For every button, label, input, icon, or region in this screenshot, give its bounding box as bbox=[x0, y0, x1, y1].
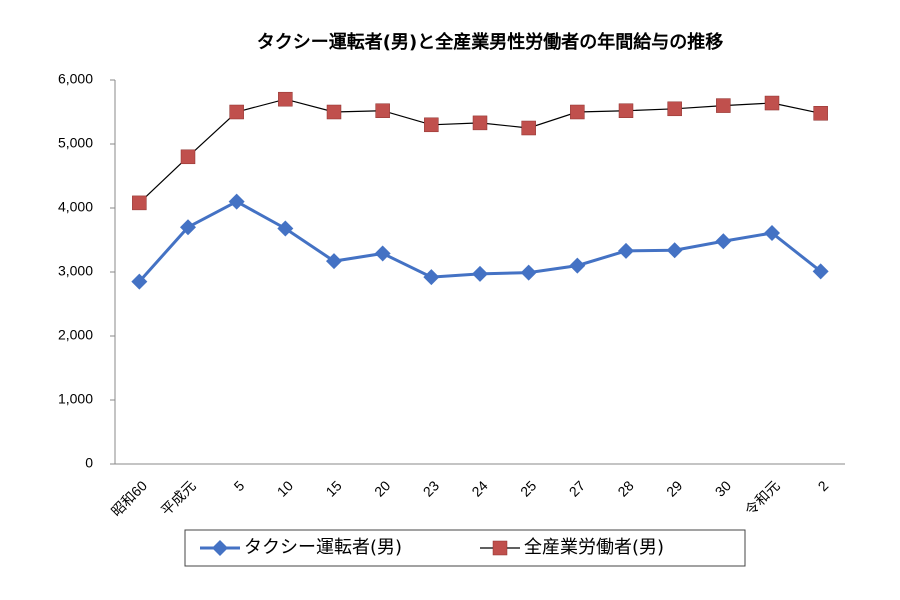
legend-box bbox=[184, 529, 746, 567]
point bbox=[569, 257, 586, 274]
legend-label: タクシー運転者(男) bbox=[244, 537, 402, 558]
point bbox=[472, 265, 488, 282]
legend-marker bbox=[492, 540, 508, 556]
point bbox=[424, 117, 439, 133]
x-tick-label: 29 bbox=[663, 477, 685, 499]
y-tick-label: 1,000 bbox=[58, 391, 93, 407]
legend-label: 全産業労働者(男) bbox=[524, 537, 664, 558]
x-tick-label: 23 bbox=[420, 477, 442, 499]
point bbox=[374, 245, 391, 262]
point bbox=[520, 264, 537, 281]
point bbox=[521, 120, 536, 136]
x-tick-label: 24 bbox=[468, 477, 490, 499]
point bbox=[131, 273, 148, 290]
x-tick-label: 25 bbox=[517, 477, 539, 499]
x-tick-label: 20 bbox=[371, 477, 393, 499]
point bbox=[180, 149, 196, 165]
point bbox=[326, 104, 342, 120]
x-tick-label: 平成元 bbox=[158, 477, 199, 518]
point bbox=[716, 98, 731, 113]
point bbox=[764, 224, 780, 241]
x-tick-label: 15 bbox=[322, 477, 344, 499]
point bbox=[618, 103, 634, 118]
x-tick-label: 10 bbox=[274, 477, 296, 499]
x-tick-label: 27 bbox=[566, 477, 588, 499]
point bbox=[423, 269, 440, 286]
y-tick-label: 4,000 bbox=[58, 199, 93, 215]
point bbox=[764, 95, 780, 111]
point bbox=[570, 104, 585, 120]
x-tick-label: 28 bbox=[614, 477, 636, 499]
point bbox=[715, 233, 732, 250]
legend-marker bbox=[212, 540, 228, 556]
x-tick-label: 昭和60 bbox=[108, 477, 150, 519]
x-tick-label: 2 bbox=[815, 477, 832, 494]
x-tick-label: 令和元 bbox=[742, 477, 783, 518]
y-tick-label: 6,000 bbox=[58, 71, 93, 87]
point bbox=[132, 195, 147, 211]
y-tick-label: 5,000 bbox=[58, 135, 93, 151]
point bbox=[326, 253, 342, 270]
point bbox=[618, 242, 634, 259]
chart-title: タクシー運転者(男)と全産業男性労働者の年間給与の推移 bbox=[257, 31, 723, 53]
point bbox=[180, 219, 196, 236]
point bbox=[277, 220, 294, 237]
y-tick-label: 0 bbox=[85, 455, 93, 471]
point bbox=[229, 104, 244, 120]
x-tick-label: 30 bbox=[712, 477, 734, 499]
point bbox=[472, 115, 488, 131]
point bbox=[375, 103, 390, 118]
point bbox=[813, 106, 828, 121]
point bbox=[278, 91, 293, 107]
y-tick-label: 3,000 bbox=[58, 263, 93, 279]
point bbox=[812, 263, 829, 280]
point bbox=[667, 101, 682, 117]
point bbox=[666, 242, 683, 259]
x-tick-label: 5 bbox=[231, 477, 248, 494]
y-tick-label: 2,000 bbox=[58, 327, 93, 343]
point bbox=[228, 193, 245, 210]
